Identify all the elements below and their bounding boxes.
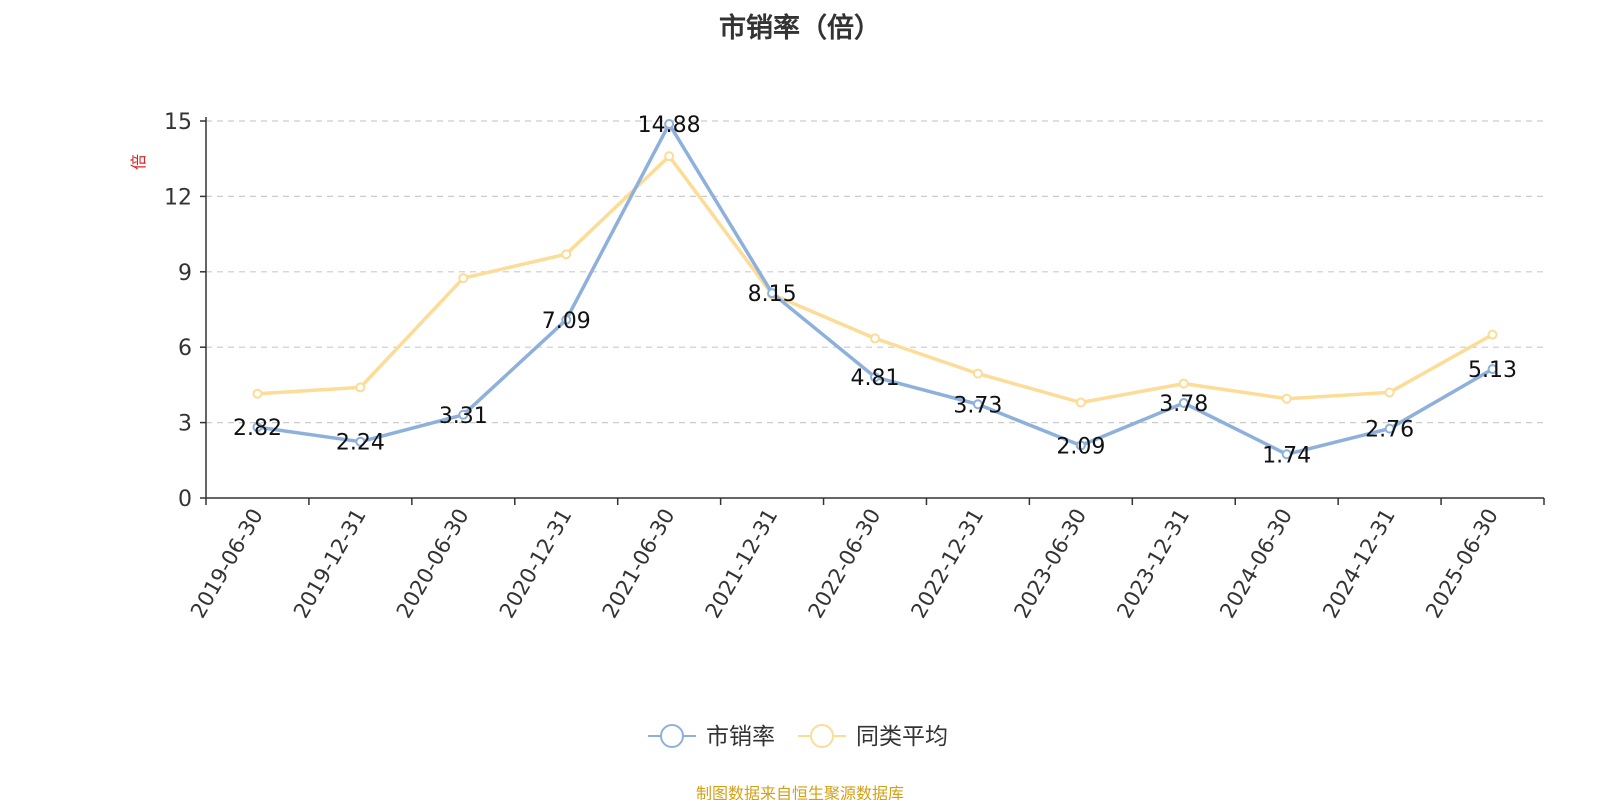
x-tick-label: 2024-12-31 <box>1318 505 1400 623</box>
series-2-point <box>972 368 983 379</box>
series-2-point <box>1384 387 1395 398</box>
series-2-point <box>664 151 675 162</box>
x-tick-label: 2019-12-31 <box>289 505 371 623</box>
x-tick-label: 2020-12-31 <box>495 505 577 623</box>
series-2-point <box>1281 393 1292 404</box>
y-tick-label: 9 <box>178 261 192 286</box>
x-tick-label: 2022-06-30 <box>804 505 886 623</box>
y-tick-label: 15 <box>164 110 192 135</box>
data-label: 3.73 <box>953 393 1002 418</box>
series-1-point <box>664 119 675 130</box>
y-tick-label: 0 <box>178 487 192 512</box>
data-label: 4.81 <box>851 366 900 391</box>
y-tick-label: 12 <box>164 185 192 210</box>
series-1-point <box>1384 423 1395 434</box>
series-1-point <box>1178 397 1189 408</box>
source-note: 制图数据来自恒生聚源数据库 <box>695 784 904 800</box>
legend-marker-2 <box>810 724 834 748</box>
series-2-point <box>561 249 572 260</box>
data-label: 2.24 <box>336 431 385 456</box>
series-1-point <box>1075 440 1086 451</box>
x-tick-label: 2022-12-31 <box>906 505 988 623</box>
series-1-point <box>870 372 880 383</box>
x-tick-label: 2024-06-30 <box>1215 505 1297 623</box>
series-2-point <box>355 382 366 393</box>
data-label: 14.88 <box>638 113 701 138</box>
series-1-point <box>561 314 572 325</box>
series-2-point <box>1075 397 1086 408</box>
data-label: 2.82 <box>233 416 282 441</box>
data-label: 5.13 <box>1468 358 1517 383</box>
series-2-point <box>458 273 469 284</box>
y-tick-label: 6 <box>178 336 192 361</box>
series-1-point <box>252 422 263 433</box>
series-1-point <box>1487 364 1498 375</box>
data-label: 8.15 <box>748 282 797 307</box>
legend-label-2: 同类平均 <box>856 724 948 750</box>
legend-marker-1 <box>660 724 684 748</box>
line-chart: 0 3 6 9 12 15 倍 2019-06-30 2019-12-31 2020-06-30 2… <box>129 110 1545 750</box>
data-label-layer: 2.82 2.24 3.31 7.09 14.88 8.15 4.81 3.73 2.09 3.7… <box>233 113 1517 468</box>
data-label: 2.09 <box>1056 434 1105 459</box>
x-tick-label: 2019-06-30 <box>186 505 268 623</box>
y-axis-label: 倍 <box>129 154 148 170</box>
chart-title: 市销率（倍） <box>719 13 881 44</box>
legend-label-1: 市销率 <box>706 724 775 750</box>
series-2-point <box>1178 378 1189 389</box>
series-2-point <box>252 388 263 399</box>
series-2-point <box>1487 329 1498 340</box>
x-tick-label: 2021-06-30 <box>598 505 680 623</box>
x-tick-label: 2023-06-30 <box>1009 505 1091 623</box>
axis-layer: 0 3 6 9 12 15 倍 2019-06-30 2019-12-31 2020-06-30 2… <box>129 110 1545 623</box>
y-tick-label: 3 <box>178 412 192 437</box>
series-2-point <box>870 333 880 344</box>
series-1-point <box>458 409 469 420</box>
data-label: 7.09 <box>542 309 591 334</box>
legend: 市销率 同类平均 <box>648 724 948 750</box>
data-label: 3.78 <box>1159 392 1208 417</box>
data-label: 2.76 <box>1365 418 1414 443</box>
series-1-point <box>972 399 983 410</box>
x-tick-label: 2023-12-31 <box>1112 505 1194 623</box>
data-label: 3.31 <box>439 404 488 429</box>
series-1-point <box>355 436 366 447</box>
x-tick-label: 2020-06-30 <box>392 505 474 623</box>
series-1-point <box>767 288 778 299</box>
data-label: 1.74 <box>1262 443 1311 468</box>
x-tick-label: 2025-06-30 <box>1421 505 1503 623</box>
series-1-point <box>1281 449 1292 460</box>
series-layer <box>252 119 1498 460</box>
x-tick-label: 2021-12-31 <box>701 505 783 623</box>
